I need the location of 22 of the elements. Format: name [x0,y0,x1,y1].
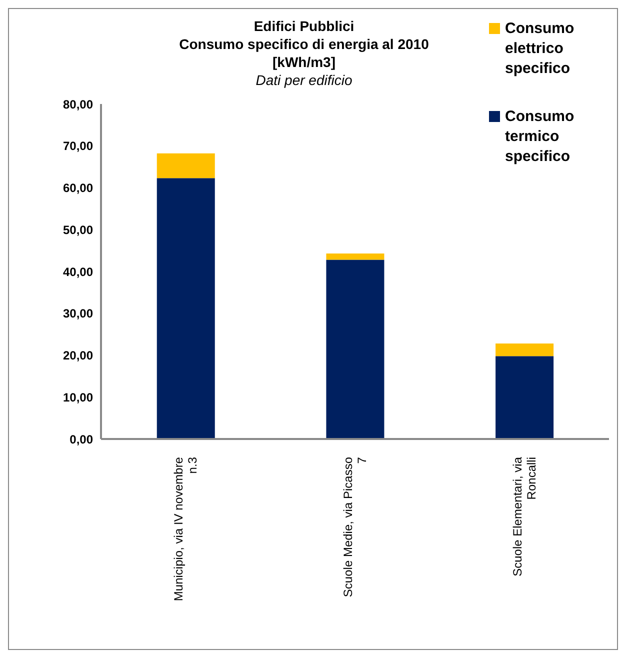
legend-label: Consumo termico specifico [505,107,576,167]
y-tick-label: 40,00 [62,264,94,279]
bar [156,153,215,178]
y-tick-label: 60,00 [62,181,94,196]
x-tick-label: Scuole Medie, via Picasso 7 [341,456,369,598]
x-tick-label: Scuole Elementari, via Roncalli [510,456,538,576]
y-tick-label: 70,00 [62,139,94,154]
chart-subtitle: Dati per edificio [254,71,354,89]
y-tick-label: 80,00 [62,97,94,112]
bar [496,344,554,356]
y-tick-label: 0,00 [70,432,94,446]
bar [496,356,554,439]
bar [326,260,384,439]
y-tick-label: 50,00 [62,222,94,237]
bar [326,253,384,260]
y-tick-label: 30,00 [62,306,94,321]
bar [156,178,215,439]
x-tick-label: Municipio, via IV novembre n.3 [172,456,200,602]
y-tick-label: 20,00 [62,348,94,363]
chart-title: Edifici Pubblici Consumo specifico di energia al 2010 [kWh/m3] [178,17,430,71]
legend-label: Consumo elettrico specifico [505,19,576,79]
y-tick-label: 10,00 [62,390,94,404]
